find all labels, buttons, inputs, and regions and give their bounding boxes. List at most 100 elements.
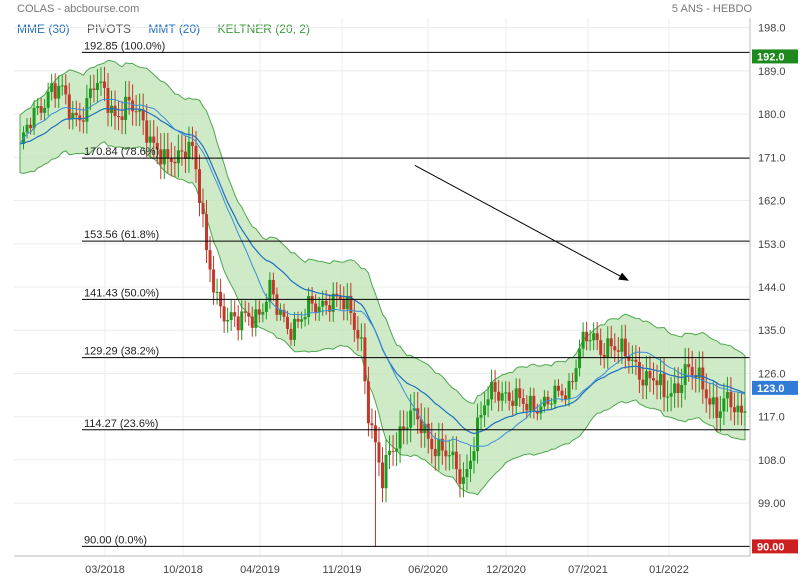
candle-body <box>483 405 487 416</box>
candle-body <box>64 85 68 95</box>
chart-period: 5 ANS - HEBDO <box>671 3 752 15</box>
legend-mmt[interactable]: MMT (20) <box>148 22 201 36</box>
fib-label: 192.85 (100.0%) <box>84 40 165 52</box>
candle-body <box>36 106 40 108</box>
y-tick-label: 171.0 <box>758 152 786 164</box>
candle-body <box>574 368 578 382</box>
candle-body <box>447 455 451 457</box>
candle-body <box>715 397 719 418</box>
candle-body <box>388 450 392 455</box>
candle-body <box>226 320 230 322</box>
x-tick-label: 04/2019 <box>240 564 280 576</box>
candle-body <box>606 338 610 358</box>
legend-pivots[interactable]: PIVOTS <box>87 22 132 36</box>
candle-body <box>197 169 201 204</box>
candle-body <box>722 398 726 412</box>
candle-body <box>215 291 219 293</box>
y-tick-label: 126.0 <box>758 368 786 380</box>
candle-body <box>461 477 465 484</box>
candle-body <box>419 419 423 434</box>
candle-body <box>254 309 258 328</box>
candle-body <box>588 340 592 342</box>
candle-body <box>88 88 92 99</box>
candle-body <box>307 296 311 318</box>
candle-body <box>718 411 722 418</box>
candle-body <box>338 296 342 299</box>
candle-body <box>444 450 448 457</box>
candle-body <box>359 337 363 339</box>
candle-body <box>623 338 627 357</box>
candle-body <box>743 411 747 413</box>
candle-body <box>46 91 50 108</box>
axes: 198.0 189.0 180.0 171.0 162.0 153.0 144.0 135.0… <box>14 18 786 576</box>
candle-body <box>208 250 212 270</box>
legend-mme[interactable]: MME (30) <box>17 22 70 36</box>
candle-body <box>581 331 585 349</box>
candle-body <box>296 318 300 322</box>
price-badge <box>752 49 798 64</box>
candle-body <box>430 438 434 449</box>
candle-body <box>602 354 606 358</box>
candle-body <box>67 94 71 119</box>
candle-body <box>152 136 156 143</box>
trend-arrow <box>414 165 629 281</box>
price-badge-label: 90.00 <box>757 541 785 553</box>
candle-body <box>155 142 159 150</box>
legend-keltner[interactable]: KELTNER (20, 2) <box>217 22 310 36</box>
candle-body <box>423 423 427 434</box>
x-tick-label: 01/2022 <box>649 564 689 576</box>
candle-body <box>592 333 596 341</box>
candle-body <box>486 399 490 406</box>
candle-body <box>57 85 61 99</box>
candle-body <box>95 82 99 91</box>
candle-body <box>662 373 666 398</box>
candle-body <box>289 328 293 340</box>
candle-body <box>384 454 388 489</box>
candle-body <box>644 371 648 386</box>
candles <box>22 66 747 547</box>
price-badges: 192.0 123.0 90.00 <box>752 49 798 554</box>
candle-body <box>655 380 659 386</box>
candle-body <box>585 331 589 342</box>
candle-body <box>518 388 522 399</box>
candle-body <box>205 214 209 251</box>
candle-body <box>212 269 216 293</box>
candle-body <box>349 295 353 313</box>
candle-body <box>405 427 409 430</box>
candle-body <box>74 112 78 116</box>
candle-body <box>676 383 680 393</box>
candle-body <box>560 390 564 396</box>
candle-body <box>303 317 307 320</box>
candle-body <box>613 346 617 351</box>
candle-body <box>127 96 131 101</box>
candle-body <box>697 367 701 378</box>
candle-body <box>381 462 384 489</box>
candle-body <box>32 107 36 129</box>
candle-body <box>352 312 356 330</box>
candle-body <box>669 393 673 397</box>
candle-body <box>553 385 557 404</box>
fib-label: 141.43 (50.0%) <box>84 287 159 299</box>
candle-body <box>324 300 328 306</box>
candle-body <box>134 111 138 113</box>
candle-body <box>599 340 603 355</box>
candle-body <box>708 398 712 405</box>
y-tick-label: 117.0 <box>758 412 785 424</box>
candle-body <box>725 391 729 399</box>
candle-body <box>39 106 43 113</box>
candle-body <box>261 311 265 315</box>
candle-body <box>285 316 289 329</box>
candle-body <box>641 379 645 386</box>
candle-body <box>476 417 480 452</box>
candle-body <box>377 442 381 463</box>
candle-body <box>497 391 501 401</box>
candle-body <box>458 469 462 484</box>
y-tick-label: 99.00 <box>758 498 786 510</box>
candle-body <box>328 305 332 312</box>
candle-body <box>627 356 631 361</box>
candle-body <box>398 426 402 449</box>
price-badge-label: 192.0 <box>757 51 785 63</box>
price-badge-label: 123.0 <box>757 383 785 395</box>
candle-body <box>120 116 124 121</box>
candle-body <box>395 448 399 452</box>
